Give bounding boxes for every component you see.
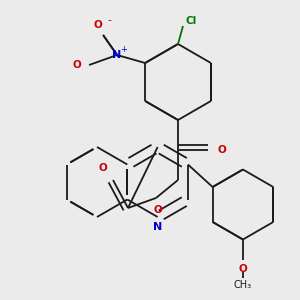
Text: O: O [238,265,247,275]
Text: O: O [99,163,107,173]
Text: N: N [153,222,162,232]
Text: O: O [154,205,162,215]
Text: O: O [218,145,226,155]
Text: O: O [73,60,82,70]
Text: +: + [121,46,128,55]
Text: N: N [112,50,122,60]
Text: Cl: Cl [186,16,197,26]
Text: O: O [94,20,103,30]
Text: CH₃: CH₃ [234,280,252,290]
Text: -: - [107,15,111,25]
